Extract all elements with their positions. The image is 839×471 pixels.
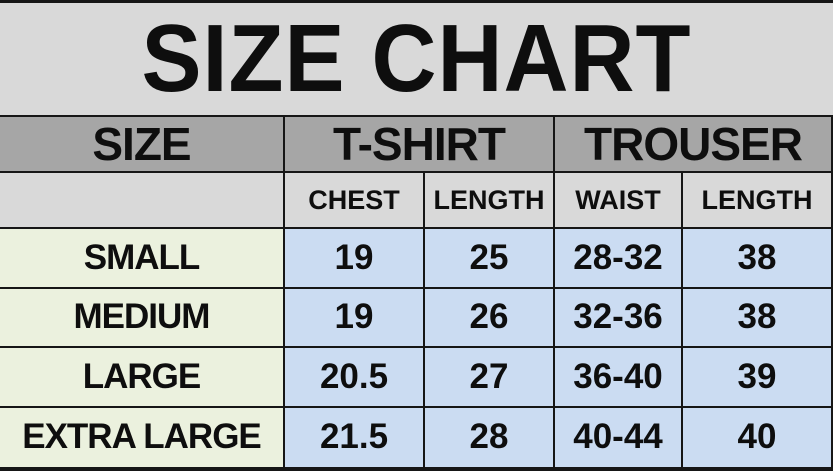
value-cell: 38 xyxy=(683,288,833,348)
value-cell: 39 xyxy=(683,348,833,408)
subheader-tshirt-length: LENGTH xyxy=(425,173,555,229)
value-cell: 20.5 xyxy=(285,348,425,408)
column-header-size: SIZE xyxy=(0,117,285,173)
right-margin xyxy=(833,0,839,471)
title-bar: SIZE CHART xyxy=(0,3,833,117)
value-cell: 25 xyxy=(425,229,555,289)
value-cell: 40-44 xyxy=(555,407,683,467)
subheader-waist: WAIST xyxy=(555,173,683,229)
size-cell: LARGE xyxy=(0,348,285,408)
value-cell: 28 xyxy=(425,407,555,467)
value-cell: 27 xyxy=(425,348,555,408)
subheader-trouser-length: LENGTH xyxy=(683,173,833,229)
value-cell: 19 xyxy=(285,288,425,348)
value-cell: 19 xyxy=(285,229,425,289)
subheader-size-empty xyxy=(0,173,285,229)
value-cell: 26 xyxy=(425,288,555,348)
subheader-chest: CHEST xyxy=(285,173,425,229)
size-cell: SMALL xyxy=(0,229,285,289)
value-cell: 32-36 xyxy=(555,288,683,348)
size-cell: EXTRA LARGE xyxy=(0,407,285,467)
value-cell: 40 xyxy=(683,407,833,467)
value-cell: 38 xyxy=(683,229,833,289)
value-cell: 36-40 xyxy=(555,348,683,408)
value-cell: 28-32 xyxy=(555,229,683,289)
size-table: SIZE T-SHIRT TROUSER CHEST LENGTH WAIST … xyxy=(0,117,833,467)
size-cell: MEDIUM xyxy=(0,288,285,348)
column-header-trouser: TROUSER xyxy=(555,117,833,173)
column-header-tshirt: T-SHIRT xyxy=(285,117,555,173)
page-title: SIZE CHART xyxy=(141,5,692,112)
value-cell: 21.5 xyxy=(285,407,425,467)
